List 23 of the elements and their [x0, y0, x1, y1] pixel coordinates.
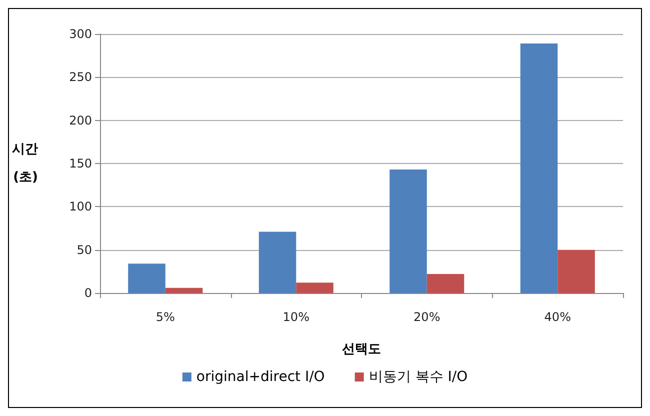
bar [258, 232, 296, 293]
bar [558, 250, 595, 293]
y-tick-label: 300 [69, 27, 92, 41]
bar [520, 43, 558, 293]
y-tick-label: 200 [69, 113, 92, 128]
x-axis-title: 선택도 [342, 342, 381, 357]
y-tick-label: 150 [69, 156, 92, 170]
bar [390, 170, 427, 293]
x-tick-label: 40% [544, 310, 571, 324]
legend-label: 비동기 복수 I/O [368, 369, 468, 385]
x-tick-label: 20% [414, 310, 440, 324]
y-tick-label: 250 [69, 70, 92, 84]
y-axis-title: 시간 (초) [12, 142, 38, 185]
bar [296, 282, 334, 293]
bar [165, 288, 203, 293]
x-tick-label: 5% [156, 310, 175, 324]
bar [426, 274, 464, 293]
x-tick-label: 10% [282, 310, 310, 324]
bar [128, 264, 166, 293]
y-tick-label: 0 [84, 286, 92, 300]
legend-label: original+direct I/O [196, 369, 325, 385]
y-tick-label: 50 [76, 242, 92, 257]
y-tick-label: 100 [69, 200, 92, 214]
